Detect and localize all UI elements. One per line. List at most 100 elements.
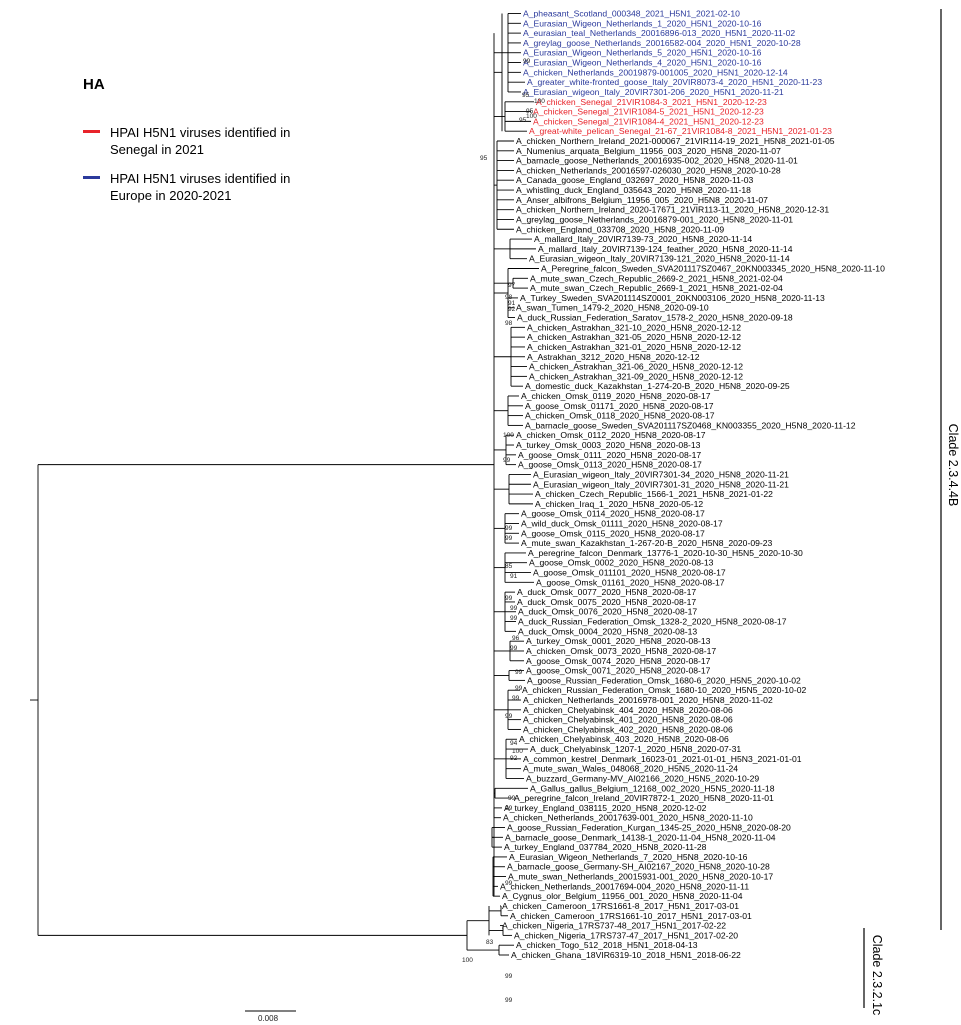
bootstrap-value: 94: [510, 740, 518, 747]
taxon-label: A_duck_Omsk_0076_2020_H5N8_2020-08-17: [518, 607, 697, 617]
legend-title: HA: [83, 76, 105, 93]
taxon-label: A_swan_Tumen_1479-2_2020_H5N8_2020-09-10: [516, 303, 709, 313]
clade-label-2344b: Clade 2.3.4.4B: [946, 423, 960, 507]
taxon-label: A_turkey_England_038115_2020_H5N8_2020-1…: [504, 803, 707, 813]
bootstrap-value: 83: [486, 939, 494, 946]
taxon-label: A_mute_swan_Czech_Republic_2669-2_2021_H…: [530, 273, 783, 283]
taxon-label: A_goose_Omsk_0114_2020_H5N8_2020-08-17: [521, 509, 705, 519]
taxon-label: A_great-white_pelican_Senegal_21-67_21VI…: [529, 126, 832, 136]
taxon-label: A_duck_Russian_Federation_Omsk_1328-2_20…: [518, 617, 787, 627]
taxon-label: A_Gallus_gallus_Belgium_12168_002_2020_H…: [530, 783, 775, 793]
bootstrap-value: 95: [522, 92, 530, 99]
taxon-label: A_chicken_Ghana_18VIR6319-10_2018_H5N1_2…: [511, 950, 741, 960]
taxon-label: A_duck_Omsk_0077_2020_H5N8_2020-08-17: [517, 587, 696, 597]
taxon-label: A_duck_Omsk_0004_2020_H5N8_2020-08-13: [518, 626, 697, 636]
bootstrap-value: 99: [505, 997, 513, 1004]
taxon-label: A_mallard_Italy_20VIR7139-73_2020_H5N8_2…: [534, 234, 752, 244]
legend-label-europe: HPAI H5N1 viruses identified in Europe i…: [110, 171, 291, 203]
taxon-label: A_Numenius_arquata_Belgium_11956_003_202…: [516, 146, 781, 156]
bootstrap-value: 95: [480, 155, 488, 162]
bootstrap-value: 99: [505, 525, 513, 532]
taxon-label: A_chicken_Chelyabinsk_402_2020_H5N8_2020…: [523, 724, 733, 734]
bootstrap-value: 99: [510, 615, 518, 622]
taxon-label: A_goose_Omsk_0071_2020_H5N8_2020-08-17: [526, 666, 711, 676]
bootstrap-value: 100: [503, 432, 514, 439]
scale-bar-label: 0.008: [258, 1014, 279, 1023]
taxon-label: A_chicken_Northern_Ireland_2021-000067_2…: [516, 136, 835, 146]
taxon-label: A_chicken_Astrakhan_321-06_2020_H5N8_202…: [529, 362, 743, 372]
legend-swatch-red: [83, 130, 100, 133]
taxon-label: A_duck_Omsk_0075_2020_H5N8_2020-08-17: [517, 597, 696, 607]
taxon-label: A_chicken_Astrakhan_321-01_2020_H5N8_202…: [527, 342, 741, 352]
bootstrap-value: 100: [534, 98, 545, 105]
taxon-label: A_goose_Russian_Federation_Kurgan_1345-2…: [507, 823, 791, 833]
bootstrap-value: 99: [515, 685, 523, 692]
taxon-label: A_chicken_Chelyabinsk_404_2020_H5N8_2020…: [523, 705, 733, 715]
taxon-label: A_chicken_Chelyabinsk_401_2020_H5N8_2020…: [523, 715, 733, 725]
bootstrap-value: 98: [505, 320, 513, 327]
bootstrap-value: 91: [508, 300, 516, 307]
bootstrap-value: 99: [505, 880, 513, 887]
taxon-label: A_chicken_Senegal_21VIR1084-5_2021_H5N1_…: [533, 107, 764, 117]
taxon-label: A_common_kestrel_Denmark_16023-01_2021-0…: [523, 754, 802, 764]
taxon-label: A_turkey_England_037784_2020_H5N8_2020-1…: [504, 842, 707, 852]
bootstrap-value: 99: [505, 595, 513, 602]
taxon-label: A_chicken_Cameroon_17RS1661-10_2017_H5N1…: [510, 911, 752, 921]
taxon-label: A_Eurasian_Wigeon_Netherlands_5_2020_H5N…: [523, 48, 762, 58]
taxon-label: A_chicken_Omsk_0112_2020_H5N8_2020-08-17: [516, 430, 706, 440]
taxon-label: A_Eurasian_Wigeon_Netherlands_4_2020_H5N…: [523, 58, 762, 68]
bootstrap-value: 99: [505, 973, 513, 980]
taxon-label: A_barnacle_goose_Netherlands_20016935-00…: [516, 156, 798, 166]
bootstrap-value: 91: [510, 573, 518, 580]
taxon-label: A_goose_Omsk_0074_2020_H5N8_2020-08-17: [526, 656, 711, 666]
taxon-label: A_Cygnus_olor_Belgium_11956_001_2020_H5N…: [502, 891, 743, 901]
taxon-label: A_chicken_Astrakhan_321-09_2020_H5N8_202…: [529, 371, 743, 381]
taxon-label: A_whistling_duck_England_035643_2020_H5N…: [516, 185, 751, 195]
taxon-label: A_Anser_albifrons_Belgium_11956_005_2020…: [516, 195, 768, 205]
taxon-label: A_chicken_Northern_Ireland_2020-17671_21…: [516, 205, 829, 215]
bootstrap-value: 99: [510, 645, 518, 652]
legend-item-europe: HPAI H5N1 viruses identified in Europe i…: [83, 170, 310, 204]
bootstrap-value: 100: [512, 748, 523, 755]
taxon-label: A_chicken_Netherlands_20017694-004_2020_…: [500, 881, 749, 891]
taxon-label: A_Astrakhan_3212_2020_H5N8_2020-12-12: [527, 352, 700, 362]
taxon-label: A_buzzard_Germany-MV_AI02166_2020_H5N5_2…: [526, 773, 759, 783]
bootstrap-value: 85: [505, 563, 513, 570]
bootstrap-value: 99: [515, 669, 523, 676]
taxon-label: A_duck_Russian_Federation_Saratov_1578-2…: [517, 313, 793, 323]
taxon-label: A_chicken_Nigeria_17RS737-47_2017_H5N1_2…: [514, 930, 738, 940]
taxon-label: A_turkey_Omsk_0001_2020_H5N8_2020-08-13: [526, 636, 711, 646]
bootstrap-value: 98: [505, 294, 513, 301]
bootstrap-value: 99: [503, 457, 511, 464]
clade-label-2321c: Clade 2.3.2.1c: [870, 934, 884, 1016]
taxon-label: A_Eurasian_wigeon_Italy_20VIR7301-31_202…: [533, 479, 789, 489]
bootstrap-value: 99: [523, 58, 531, 65]
bootstrap-value: 99: [505, 713, 513, 720]
bootstrap-value: 97: [508, 282, 516, 289]
bootstrap-value: 99: [508, 795, 516, 802]
taxon-label: A_chicken_Omsk_0118_2020_H5N8_2020-08-17: [525, 411, 715, 421]
taxon-label: A_goose_Omsk_01161_2020_H5N8_2020-08-17: [536, 577, 725, 587]
taxon-label: A_chicken_Nigeria_17RS737-48_2017_H5N1_2…: [502, 921, 726, 931]
taxon-label: A_chicken_Chelyabinsk_403_2020_H5N8_2020…: [519, 734, 729, 744]
taxon-label: A_goose_Omsk_0111_2020_H5N8_2020-08-17: [518, 450, 701, 460]
taxon-label: A_chicken_Netherlands_20016597-026030_20…: [516, 165, 781, 175]
taxon-label: A_mute_swan_Wales_048068_2020_H5N5_2020-…: [523, 764, 738, 774]
taxon-label: A_domestic_duck_Kazakhstan_1-274-20-B_20…: [525, 381, 790, 391]
taxon-label: A_chicken_Senegal_21VIR1084-3_2021_H5N1_…: [536, 97, 767, 107]
taxon-label: A_chicken_Russian_Federation_Omsk_1680-1…: [522, 685, 806, 695]
taxon-label: A_chicken_Cameroon_17RS1661-8_2017_H5N1_…: [502, 901, 739, 911]
bootstrap-value: 99: [505, 535, 513, 542]
taxon-label: A_mute_swan_Kazakhstan_1-267-20-B_2020_H…: [521, 538, 773, 548]
taxon-label: A_eurasian_teal_Netherlands_20016896-013…: [523, 28, 795, 38]
taxon-label: A_wild_duck_Omsk_01111_2020_H5N8_2020-08…: [521, 518, 723, 528]
taxon-label: A_Peregrine_falcon_Sweden_SVA201117SZ046…: [541, 263, 885, 273]
taxon-label: A_chicken_Netherlands_20017639-001_2020_…: [503, 813, 753, 823]
taxon-label: A_Eurasian_wigeon_Italy_20VIR7301-34_202…: [533, 469, 789, 479]
taxon-label: A_goose_Omsk_0002_2020_H5N8_2020-08-13: [529, 558, 714, 568]
taxon-label: A_chicken_Omsk_0073_2020_H5N8_2020-08-17: [526, 646, 716, 656]
taxon-label: A_mallard_Italy_20VIR7139-124_feather_20…: [538, 244, 793, 254]
taxon-label: A_Eurasian_Wigeon_Netherlands_7_2020_H5N…: [509, 852, 748, 862]
taxon-label: A_greylag_goose_Netherlands_20016879-001…: [516, 214, 793, 224]
